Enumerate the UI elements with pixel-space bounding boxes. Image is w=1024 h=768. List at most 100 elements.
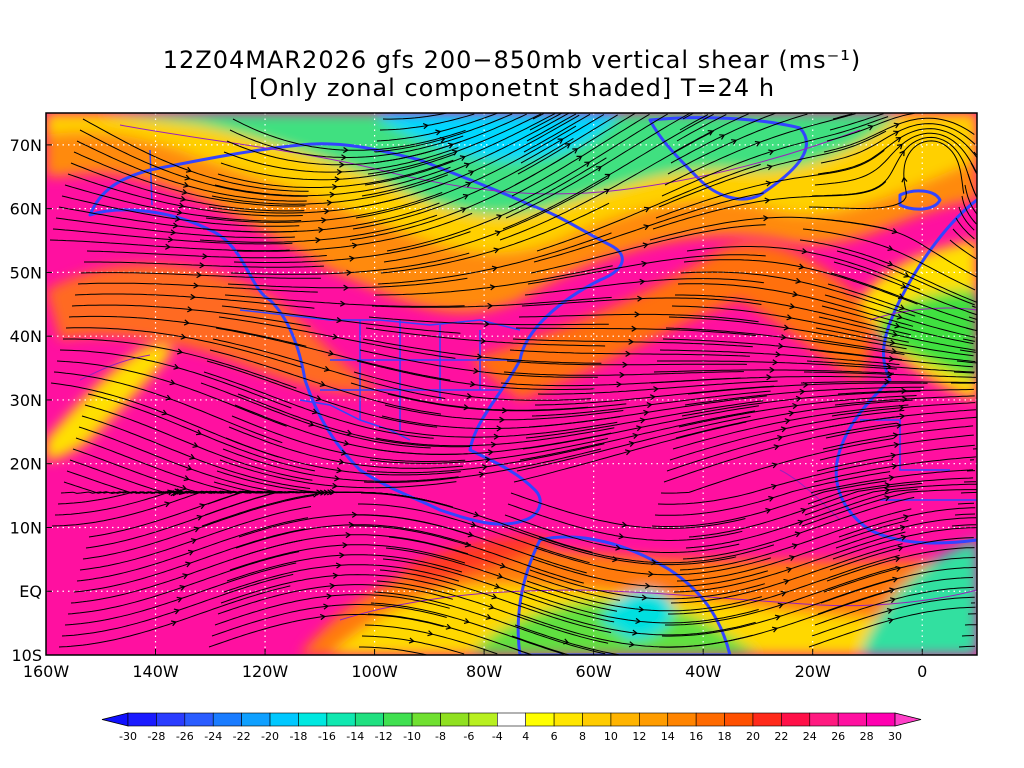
colorbar-label: 12 [632,730,646,743]
streamline-arrow [187,549,195,556]
streamline-arrow [895,565,902,572]
streamline-arrow [786,314,793,321]
plot-title-line-2: [Only zonal componetnt shaded] T=24 h [248,74,776,102]
colorbar-label: 20 [746,730,760,743]
streamline [801,489,977,527]
streamline-arrow [889,587,896,594]
streamline [960,491,977,494]
streamline-arrow [185,166,192,173]
streamline-arrow [494,583,501,590]
shading-caribbean-red [400,536,560,585]
streamline-arrow [339,161,345,168]
streamline-arrow [319,381,326,387]
streamline [952,228,975,248]
streamline-arrow [891,348,898,355]
streamline-arrow [336,317,343,324]
streamline-arrow [174,215,181,222]
streamline-arrow [794,531,801,538]
streamline-arrow [772,359,779,366]
streamline-arrow [169,379,176,386]
coastlines [88,116,977,655]
colorbar-box [752,712,782,727]
tick-label-lon: 20W [795,662,831,681]
streamline-arrow [632,629,639,636]
colorbar-box [326,712,356,727]
streamline-arrow [343,146,349,154]
colorbar-label: -12 [375,730,393,743]
streamline-arrow [780,590,787,597]
streamline-arrow [496,214,503,221]
streamline-arrow [165,394,172,401]
streamline-arrow [564,143,571,149]
tick-label-lon: 100W [351,662,398,681]
streamline-arrow [326,593,333,600]
contour-tropic [339,589,977,621]
streamline-arrow [336,467,343,474]
streamline-arrow [754,140,761,147]
streamline-arrow [635,617,642,625]
streamline-arrow [888,474,895,481]
streamline-arrow [791,543,799,550]
streamline-arrow [766,374,773,381]
streamline-arrow [464,541,471,548]
streamline-arrow [332,333,339,340]
streamline-arrow [887,260,894,267]
streamline-arrow [445,623,452,630]
border-us-states-2 [320,359,520,391]
streamline [829,537,974,571]
streamline-arrow [334,176,341,183]
streamline-arrow [185,561,192,568]
streamline-arrow [192,442,199,448]
streamline-arrow [329,191,336,198]
streamline [817,128,977,175]
streamline [799,239,977,303]
streamline-arrow [170,229,177,236]
tick-label-lon: 40W [685,662,721,681]
streamline-arrow [639,417,646,424]
colorbar-box [724,712,754,727]
colorbar-label: 18 [718,730,732,743]
shear-map [46,113,977,655]
streamline-arrow [460,207,467,213]
streamline [971,305,976,308]
streamline-arrow [771,462,778,469]
streamline [517,114,618,175]
streamline-arrow [618,533,625,540]
streamline-arrow [572,148,579,154]
streamline [956,360,977,364]
streamline-arrow [343,440,350,447]
streamline-arrow [323,365,331,372]
colorbar-box [553,712,583,727]
streamline-arrow [639,278,646,285]
streamline-arrow [643,206,651,213]
tick-label-lon: 60W [576,662,612,681]
streamline [664,113,856,186]
streamline-arrow [765,180,772,187]
streamline-arrow [476,353,483,360]
streamline-arrow [766,164,773,171]
streamline-arrow [332,183,338,190]
streamline-arrow [867,124,874,131]
border-us-canada [239,309,521,331]
streamline-arrow [894,556,901,563]
streamline-arrow [783,324,790,331]
streamline-arrow [341,154,347,161]
streamline [829,113,884,131]
streamline-arrow [183,319,190,326]
streamline-arrow [180,195,187,202]
streamline [813,456,976,483]
colorbar-box [156,712,186,727]
streamline [949,239,977,260]
streamline-arrow [178,202,185,209]
contour-pacific [79,354,151,381]
streamline-arrow [199,503,206,510]
streamline-arrow [900,534,907,541]
streamline-arrow [468,170,475,176]
streamline [529,113,563,131]
colorbar-box [582,712,612,727]
streamline [670,113,776,164]
colorbar: -30 -28 -26 -24 -22 -20 -18 -16 -14 -12 -10 -8 -6 -4 4… [101,712,922,743]
colorbar-label: 26 [831,730,845,743]
streamline-arrow [637,295,643,302]
streamline-arrow [161,409,168,416]
